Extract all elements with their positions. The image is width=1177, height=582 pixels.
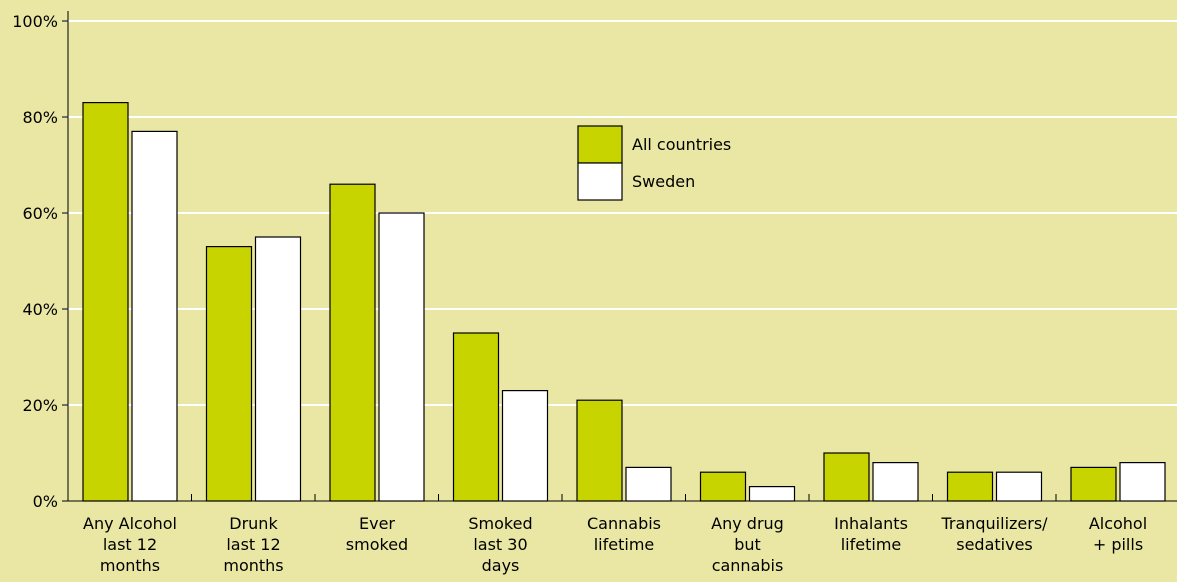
x-category-label: months [223, 556, 283, 575]
legend: All countries Sweden [577, 125, 731, 201]
legend-label: All countries [632, 135, 731, 154]
bar-all-countries [946, 471, 994, 502]
x-category-label: but [734, 535, 761, 554]
bar-all-countries [452, 332, 500, 502]
bar-sweden [1119, 462, 1166, 502]
x-category-label: Alcohol [1089, 514, 1147, 533]
x-category-label: cannabis [712, 556, 784, 575]
y-tick-label: 40% [22, 300, 58, 319]
bar-all-countries [329, 183, 376, 502]
x-category-label: last 12 [226, 535, 280, 554]
y-axis: 0% 20% 40% 60% 80% 100% [12, 11, 69, 511]
bar-all-countries [1070, 466, 1117, 502]
bar-sweden [995, 471, 1043, 502]
y-tick-label: 80% [22, 108, 58, 127]
x-category-label: Cannabis [587, 514, 661, 533]
gridlines [68, 20, 1177, 406]
x-category-label: lifetime [841, 535, 902, 554]
bar-sweden [378, 212, 425, 502]
legend-swatch [577, 162, 623, 201]
x-axis: Any Alcohol last 12 months Drunk last 12 mont… [68, 494, 1177, 575]
legend-label: Sweden [632, 172, 695, 191]
bar-all-countries [823, 452, 870, 502]
x-category-label: lifetime [594, 535, 655, 554]
x-category-label: + pills [1093, 535, 1143, 554]
x-category-label: months [100, 556, 160, 575]
x-category-label: smoked [346, 535, 408, 554]
x-category-label: Inhalants [834, 514, 908, 533]
bar-all-countries [205, 246, 253, 502]
y-tick-label: 100% [12, 12, 58, 31]
x-category-label: Any drug [711, 514, 784, 533]
y-tick-label: 60% [22, 204, 58, 223]
bar-sweden [131, 130, 178, 502]
x-category-label: Drunk [229, 514, 278, 533]
bar-sweden [625, 466, 672, 502]
x-category-label: last 30 [473, 535, 527, 554]
bar-sweden [254, 236, 302, 502]
y-tick-label: 0% [33, 492, 58, 511]
x-category-label: Tranquilizers/ [940, 514, 1048, 533]
legend-swatch [577, 125, 623, 164]
bar-sweden [748, 486, 796, 502]
bars [82, 101, 1166, 502]
bar-sweden [501, 390, 549, 502]
bar-all-countries [699, 471, 747, 502]
x-category-label: last 12 [103, 535, 157, 554]
x-category-label: Smoked [468, 514, 532, 533]
bar-all-countries [576, 399, 623, 502]
y-tick-label: 20% [22, 396, 58, 415]
x-category-label: Any Alcohol [83, 514, 177, 533]
bar-all-countries [82, 101, 129, 502]
x-category-label: sedatives [956, 535, 1033, 554]
x-category-label: days [482, 556, 520, 575]
x-category-label: Ever [359, 514, 395, 533]
bar-sweden [872, 462, 919, 502]
